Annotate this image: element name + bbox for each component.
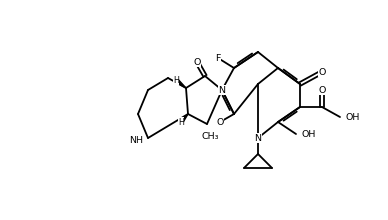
Text: H: H	[178, 117, 184, 126]
Text: OH: OH	[301, 130, 315, 139]
Text: OH: OH	[346, 112, 360, 121]
Text: O: O	[193, 57, 201, 66]
Polygon shape	[180, 114, 188, 123]
Text: O: O	[217, 117, 224, 126]
Text: N: N	[255, 134, 262, 143]
Polygon shape	[175, 79, 186, 88]
Text: F: F	[215, 53, 221, 62]
Text: CH₃: CH₃	[201, 132, 219, 141]
Text: O: O	[318, 86, 326, 95]
Text: O: O	[318, 68, 326, 77]
Text: H: H	[173, 75, 179, 84]
Text: NH: NH	[129, 136, 143, 145]
Text: N: N	[218, 86, 225, 95]
